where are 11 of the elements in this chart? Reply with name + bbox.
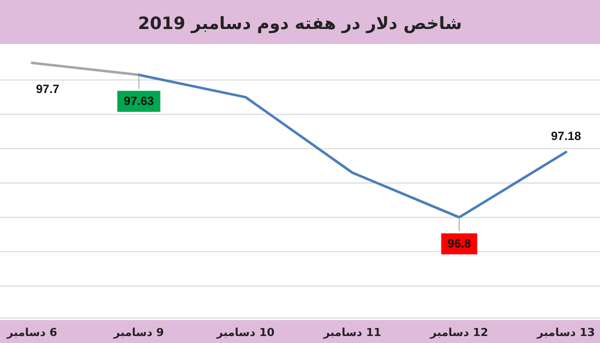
x-tick-label: 11 دسامبر	[322, 326, 382, 339]
x-tick-label: 9 دسامبر	[112, 326, 164, 339]
data-label: 97.7	[36, 82, 60, 96]
data-label: 97.63	[124, 94, 154, 108]
x-tick-label: 6 دسامبر	[6, 326, 58, 339]
x-tick-label: 12 دسامبر	[429, 326, 488, 339]
x-tick-label: 10 دسامبر	[216, 326, 275, 339]
x-tick-label: 13 دسامبر	[536, 326, 595, 339]
data-label: 96.8	[448, 236, 472, 250]
data-label: 97.18	[550, 129, 582, 144]
chart-title: شاخص دلار در هفته دوم دسامبر 2019	[138, 14, 462, 34]
